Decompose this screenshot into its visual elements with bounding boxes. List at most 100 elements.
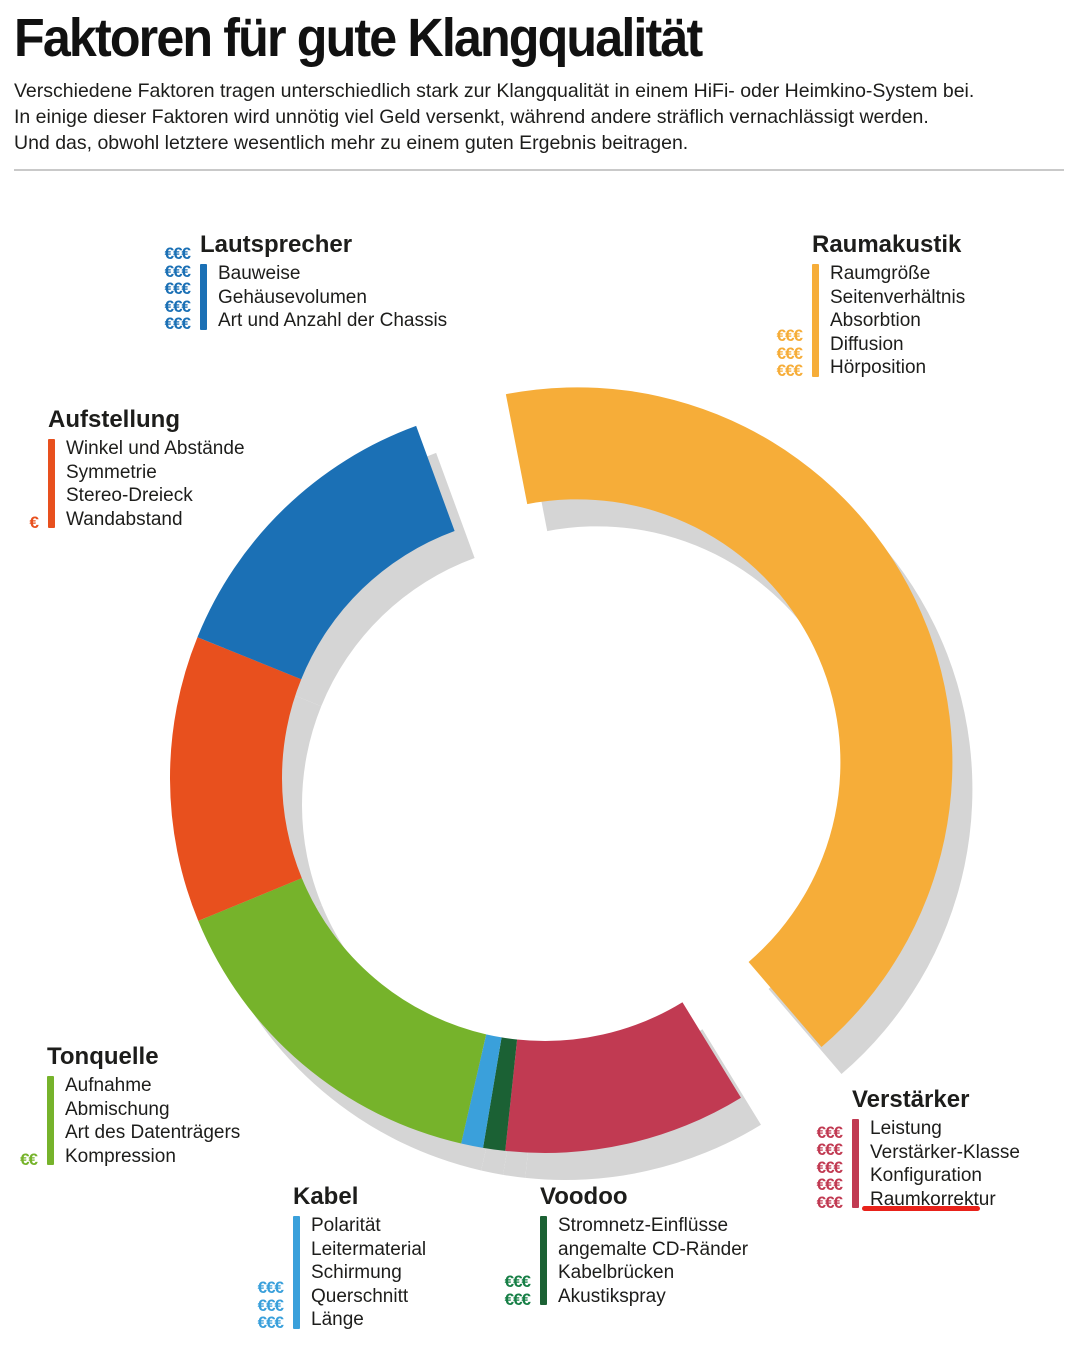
category-item: Konfiguration bbox=[870, 1165, 982, 1186]
page-header: Faktoren für gute Klangqualität Verschie… bbox=[14, 8, 1064, 156]
cost-euros-lautsprecher: €€€ €€€ €€€ €€€ €€€ bbox=[126, 244, 191, 333]
category-items-voodoo: Stromnetz-Einflüsse angemalte CD-Ränder Ka… bbox=[558, 1214, 748, 1308]
category-item: Länge bbox=[311, 1309, 364, 1330]
category-color-bar bbox=[812, 264, 819, 377]
category-item: Absorbtion bbox=[830, 310, 921, 331]
category-title-voodoo: Voodoo bbox=[540, 1183, 628, 1210]
category-aufstellung: € Aufstellung Winkel und Abstände Symmetr… bbox=[0, 405, 245, 531]
category-raumakustik: €€€ €€€ €€€ Raumakustik Raumgröße Seitenver… bbox=[738, 230, 966, 380]
category-item: Kompression bbox=[65, 1145, 176, 1167]
category-items-tonquelle: Aufnahme Abmischung Art des Datenträgers Ko… bbox=[65, 1074, 240, 1168]
euro-cost-row: €€€ bbox=[257, 1313, 284, 1332]
category-item: Abmischung bbox=[65, 1098, 170, 1120]
category-title-aufstellung: Aufstellung bbox=[48, 406, 180, 433]
cost-euros-aufstellung: € bbox=[0, 512, 40, 532]
segment-lautsprecher bbox=[197, 425, 455, 680]
segment-raumakustik bbox=[505, 387, 953, 1048]
category-items-lautsprecher: Bauweise Gehäusevolumen Art und Anzahl der… bbox=[218, 262, 447, 333]
category-lautsprecher: €€€ €€€ €€€ €€€ €€€ Lautsprecher Bauweise Geh… bbox=[126, 230, 448, 333]
euro-cost-row: €€ bbox=[20, 1149, 38, 1169]
euro-cost-row: €€€ bbox=[776, 361, 803, 380]
segment-aufstellung bbox=[169, 637, 302, 921]
segment-kabel bbox=[461, 1034, 502, 1148]
category-item: Stromnetz-Einflüsse bbox=[558, 1215, 729, 1236]
donut-segments-layer bbox=[169, 387, 953, 1153]
category-title-tonquelle: Tonquelle bbox=[47, 1043, 159, 1070]
category-verstaerker: €€€ €€€ €€€ €€€ €€€ Verstärker Leistung Verst… bbox=[778, 1085, 1020, 1211]
page-subtitle: Verschiedene Faktoren tragen unterschied… bbox=[14, 78, 1064, 156]
category-color-bar bbox=[852, 1119, 859, 1208]
category-item: Wandabstand bbox=[66, 508, 183, 530]
euro-cost-row: €€€ bbox=[164, 244, 191, 263]
category-items-verstaerker: Leistung Verstärker-Klasse Konfiguration Ra… bbox=[870, 1117, 1020, 1211]
segment-verstaerker bbox=[505, 1002, 741, 1153]
euro-cost-row: €€€ bbox=[164, 296, 191, 316]
category-item: Akustikspray bbox=[558, 1285, 666, 1307]
category-item: Art des Datenträgers bbox=[65, 1122, 241, 1143]
red-underline-raumkorrektur bbox=[862, 1206, 980, 1211]
category-color-bar bbox=[540, 1216, 547, 1305]
category-item: Leistung bbox=[870, 1118, 942, 1139]
category-item: Diffusion bbox=[830, 333, 904, 355]
euro-cost-row: €€€ bbox=[776, 343, 803, 363]
euro-cost-row: €€€ bbox=[816, 1140, 843, 1159]
category-item: Symmetrie bbox=[66, 461, 157, 483]
divider bbox=[14, 169, 1064, 171]
segment-tonquelle bbox=[198, 878, 487, 1144]
category-item: Verstärker-Klasse bbox=[870, 1141, 1020, 1163]
euro-cost-row: €€€ bbox=[816, 1122, 843, 1142]
page-title: Faktoren für gute Klangqualität bbox=[14, 8, 703, 68]
category-color-bar bbox=[48, 439, 55, 528]
category-item: Raumkorrektur bbox=[870, 1188, 996, 1210]
category-item: angemalte CD-Ränder bbox=[558, 1238, 749, 1260]
euro-cost-row: €€€ bbox=[164, 279, 191, 298]
category-items-raumakustik: Raumgröße Seitenverhältnis Absorbtion Diffu… bbox=[830, 262, 965, 380]
category-title-raumakustik: Raumakustik bbox=[812, 231, 962, 258]
cost-euros-raumakustik: €€€ €€€ €€€ bbox=[738, 326, 803, 380]
segment-voodoo bbox=[483, 1037, 518, 1151]
category-item: Stereo-Dreieck bbox=[66, 485, 193, 506]
category-item: Winkel und Abstände bbox=[66, 438, 245, 459]
category-item: Schirmung bbox=[311, 1262, 402, 1283]
euro-cost-row: €€€ bbox=[504, 1272, 531, 1291]
category-items-aufstellung: Winkel und Abstände Symmetrie Stereo-Dreie… bbox=[66, 437, 245, 531]
subtitle-line: Und das, obwohl letztere wesentlich mehr… bbox=[14, 132, 689, 154]
category-color-bar bbox=[293, 1216, 300, 1329]
category-color-bar bbox=[47, 1076, 54, 1165]
category-item: Bauweise bbox=[218, 263, 301, 284]
euro-cost-row: €€€ bbox=[816, 1175, 843, 1194]
category-item: Querschnitt bbox=[311, 1285, 409, 1307]
category-color-bar bbox=[200, 264, 207, 330]
category-item: Polarität bbox=[311, 1215, 381, 1236]
subtitle-line: Verschiedene Faktoren tragen unterschied… bbox=[14, 80, 975, 102]
category-title-verstaerker: Verstärker bbox=[852, 1086, 970, 1113]
category-item: Art und Anzahl der Chassis bbox=[218, 310, 448, 331]
category-items-kabel: Polarität Leitermaterial Schirmung Querschn… bbox=[311, 1214, 426, 1332]
cost-euros-tonquelle: €€ bbox=[0, 1149, 38, 1169]
category-item: Kabelbrücken bbox=[558, 1262, 675, 1283]
euro-cost-row: €€€ bbox=[257, 1278, 284, 1297]
category-item: Hörposition bbox=[830, 357, 927, 378]
cost-euros-kabel: €€€ €€€ €€€ bbox=[219, 1278, 284, 1332]
euro-cost-row: €€€ bbox=[776, 326, 803, 345]
euro-cost-row: €€€ bbox=[164, 314, 191, 333]
category-item: Raumgröße bbox=[830, 263, 931, 284]
category-tonquelle: €€ Tonquelle Aufnahme Abmischung Art des D… bbox=[0, 1042, 240, 1168]
subtitle-line: In einige dieser Faktoren wird unnötig v… bbox=[14, 106, 929, 128]
category-title-kabel: Kabel bbox=[293, 1183, 359, 1210]
category-kabel: €€€ €€€ €€€ Kabel Polarität Leitermaterial S… bbox=[219, 1182, 426, 1332]
cost-euros-voodoo: €€€ €€€ bbox=[466, 1272, 531, 1309]
cost-euros-verstaerker: €€€ €€€ €€€ €€€ €€€ bbox=[778, 1122, 843, 1212]
euro-cost-row: €€€ bbox=[816, 1157, 843, 1177]
category-item: Aufnahme bbox=[65, 1075, 152, 1096]
category-item: Seitenverhältnis bbox=[830, 286, 966, 308]
euro-cost-row: €€€ bbox=[504, 1289, 531, 1309]
category-item: Leitermaterial bbox=[311, 1238, 427, 1260]
euro-cost-row: €€€ bbox=[164, 261, 191, 281]
euro-cost-row: € bbox=[29, 512, 40, 532]
category-title-lautsprecher: Lautsprecher bbox=[200, 231, 353, 258]
euro-cost-row: €€€ bbox=[816, 1192, 843, 1212]
category-item: Gehäusevolumen bbox=[218, 286, 367, 308]
euro-cost-row: €€€ bbox=[257, 1295, 284, 1315]
